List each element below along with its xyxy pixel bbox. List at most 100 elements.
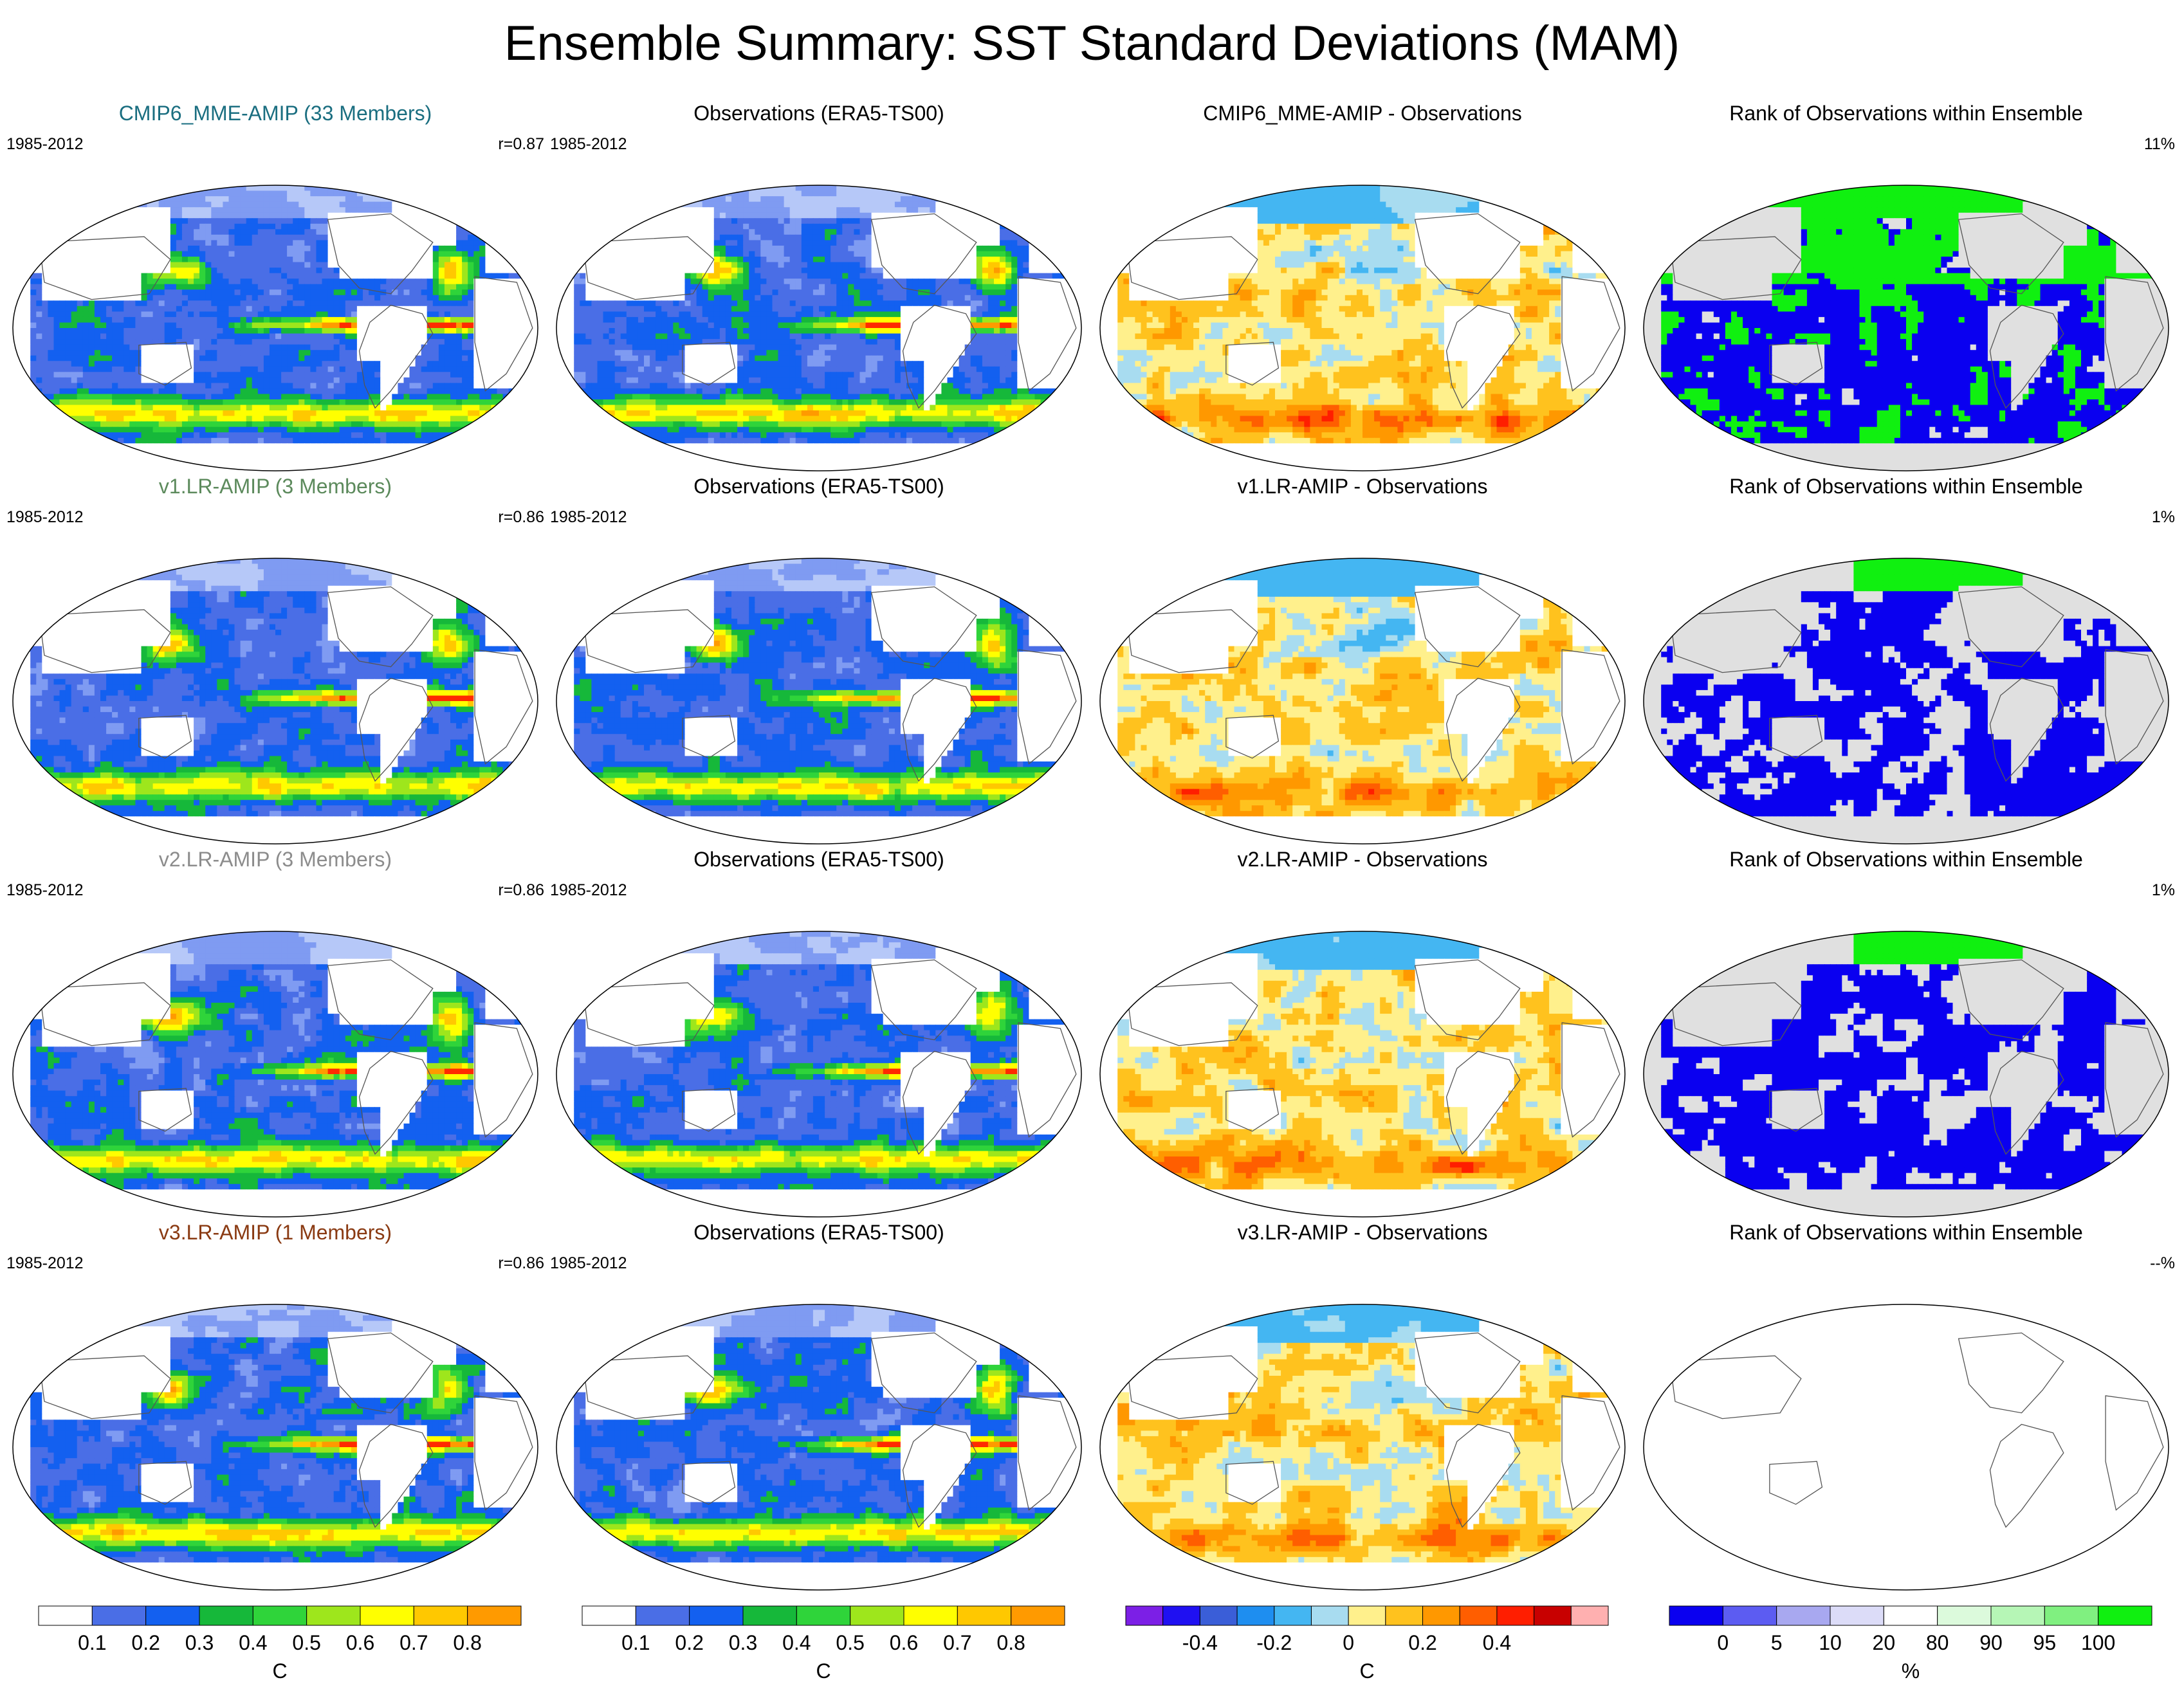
- period-label: 1985-2012: [550, 136, 627, 152]
- map-field: [1100, 931, 1626, 1218]
- colorbar-swatch: [199, 1606, 253, 1625]
- panel-title: Rank of Observations within Ensemble: [1637, 476, 2175, 497]
- map-field: [1644, 185, 2169, 471]
- colorbar-tick-label: 0.7: [399, 1632, 428, 1653]
- colorbar-2: 0.1 0.2 0.3 0.4 0.5 0.6 0.7 0.8 C: [579, 1603, 1068, 1683]
- colorbar-tick-label: 0.4: [239, 1632, 267, 1653]
- colorbar-swatch: [1423, 1606, 1460, 1625]
- map-field: [1100, 185, 1626, 471]
- colorbar-swatch: [796, 1606, 850, 1625]
- colorbar-swatch: [1163, 1606, 1200, 1625]
- colorbar-tick-label: 0.8: [996, 1632, 1025, 1653]
- colorbar-tick-label: -0.4: [1182, 1632, 1218, 1653]
- map-field: [13, 558, 538, 844]
- colorbar-swatch: [1460, 1606, 1497, 1625]
- colorbar-tick-label: 100: [2081, 1632, 2115, 1653]
- colorbar-swatch: [1011, 1606, 1065, 1625]
- stat-label: r=0.86: [498, 1255, 544, 1272]
- map-field: [556, 1304, 1082, 1591]
- map-field: [556, 185, 1082, 471]
- colorbar-tick-label: 5: [1771, 1632, 1783, 1653]
- colorbar-tick-label: 0.5: [836, 1632, 864, 1653]
- panel-model-row4: v3.LR-AMIP (1 Members) 1985-2012 r=0.86: [6, 1222, 544, 1595]
- colorbar-tick-label: 0.7: [943, 1632, 971, 1653]
- colorbar-swatch: [1938, 1606, 1991, 1625]
- panel-diff-row2: v1.LR-AMIP - Observations: [1094, 476, 1631, 849]
- colorbar-swatch: [582, 1606, 636, 1625]
- colorbar-tick-label: 0: [1717, 1632, 1729, 1653]
- map-field: [1644, 931, 2169, 1218]
- map-rank: [1637, 103, 2175, 476]
- panel-title: Rank of Observations within Ensemble: [1637, 849, 2175, 870]
- colorbar-tick-label: 0.1: [621, 1632, 650, 1653]
- colorbar-4: 0 5 10 20 80 90 95 100%: [1666, 1603, 2155, 1683]
- map-field: [13, 1304, 538, 1591]
- panel-title: CMIP6_MME-AMIP - Observations: [1094, 103, 1631, 123]
- colorbar-swatch: [253, 1606, 306, 1625]
- colorbar-swatch: [1126, 1606, 1163, 1625]
- map-field: [1644, 558, 2169, 844]
- panel-title: v3.LR-AMIP - Observations: [1094, 1222, 1631, 1243]
- colorbar-swatch: [636, 1606, 689, 1625]
- panel-title: CMIP6_MME-AMIP (33 Members): [6, 103, 544, 123]
- colorbar-1: 0.1 0.2 0.3 0.4 0.5 0.6 0.7 0.8 C: [35, 1603, 524, 1683]
- stat-label: --%: [2150, 1255, 2175, 1272]
- panel-diff-row4: v3.LR-AMIP - Observations: [1094, 1222, 1631, 1595]
- colorbar-swatch: [1884, 1606, 1937, 1625]
- colorbar-unit: C: [579, 1661, 1068, 1681]
- panel-obs-row1: Observations (ERA5-TS00) 1985-2012: [550, 103, 1088, 476]
- map-std: [550, 103, 1088, 476]
- map-std: [6, 476, 544, 849]
- stat-label: r=0.86: [498, 509, 544, 525]
- colorbar-tick-label: 0.8: [453, 1632, 481, 1653]
- map-std: [550, 849, 1088, 1222]
- panel-rank-row3: Rank of Observations within Ensemble 1%: [1637, 849, 2175, 1222]
- colorbar-tick-label: 0.6: [346, 1632, 374, 1653]
- map-diff: [1094, 1222, 1631, 1595]
- stat-label: r=0.87: [498, 136, 544, 152]
- colorbar-tick-label: 0.2: [131, 1632, 160, 1653]
- period-label: 1985-2012: [6, 882, 84, 899]
- colorbar-unit: %: [1666, 1661, 2155, 1681]
- colorbar-swatch: [1348, 1606, 1386, 1625]
- map-rank: [1637, 476, 2175, 849]
- colorbar-tick-label: -0.2: [1256, 1632, 1292, 1653]
- colorbar-3: -0.4 -0.2 0 0.2 0.4 C: [1123, 1603, 1611, 1683]
- panel-model-row1: CMIP6_MME-AMIP (33 Members) 1985-2012 r=0.…: [6, 103, 544, 476]
- colorbar-swatch: [850, 1606, 904, 1625]
- figure-title: Ensemble Summary: SST Standard Deviation…: [0, 19, 2184, 68]
- colorbar-swatch: [1534, 1606, 1572, 1625]
- colorbar-swatch: [307, 1606, 360, 1625]
- colorbar-swatch: [1311, 1606, 1348, 1625]
- colorbar-swatch: [146, 1606, 199, 1625]
- stat-label: 1%: [2152, 509, 2175, 525]
- map-diff: [1094, 476, 1631, 849]
- period-label: 1985-2012: [550, 509, 627, 525]
- map-field: [13, 185, 538, 471]
- panel-rank-row1: Rank of Observations within Ensemble 11%: [1637, 103, 2175, 476]
- map-border: [1644, 1304, 2169, 1590]
- colorbar-swatch: [468, 1606, 521, 1625]
- panel-obs-row3: Observations (ERA5-TS00) 1985-2012: [550, 849, 1088, 1222]
- panel-rank-row4: Rank of Observations within Ensemble --%: [1637, 1222, 2175, 1595]
- colorbar-tick-label: 10: [1819, 1632, 1842, 1653]
- colorbar-tick-label: 0.3: [185, 1632, 214, 1653]
- colorbar-tick-label: 0.2: [675, 1632, 703, 1653]
- panel-title: Observations (ERA5-TS00): [550, 849, 1088, 870]
- colorbar-swatch: [92, 1606, 145, 1625]
- colorbar-tick-label: 0.2: [1408, 1632, 1436, 1653]
- panel-diff-row1: CMIP6_MME-AMIP - Observations: [1094, 103, 1631, 476]
- panel-title: v1.LR-AMIP - Observations: [1094, 476, 1631, 497]
- colorbar-tick-label: 95: [2033, 1632, 2057, 1653]
- colorbar-swatch: [1777, 1606, 1830, 1625]
- colorbar-swatch: [1571, 1606, 1608, 1625]
- panel-title: v2.LR-AMIP (3 Members): [6, 849, 544, 870]
- colorbar-tick-label: 0: [1343, 1632, 1354, 1653]
- map-field: [556, 558, 1082, 844]
- stat-label: 1%: [2152, 882, 2175, 899]
- coastline: [1670, 1333, 2163, 1527]
- map-std: [6, 1222, 544, 1595]
- panel-title: Rank of Observations within Ensemble: [1637, 1222, 2175, 1243]
- colorbar-swatch: [1386, 1606, 1423, 1625]
- panel-title: Rank of Observations within Ensemble: [1637, 103, 2175, 123]
